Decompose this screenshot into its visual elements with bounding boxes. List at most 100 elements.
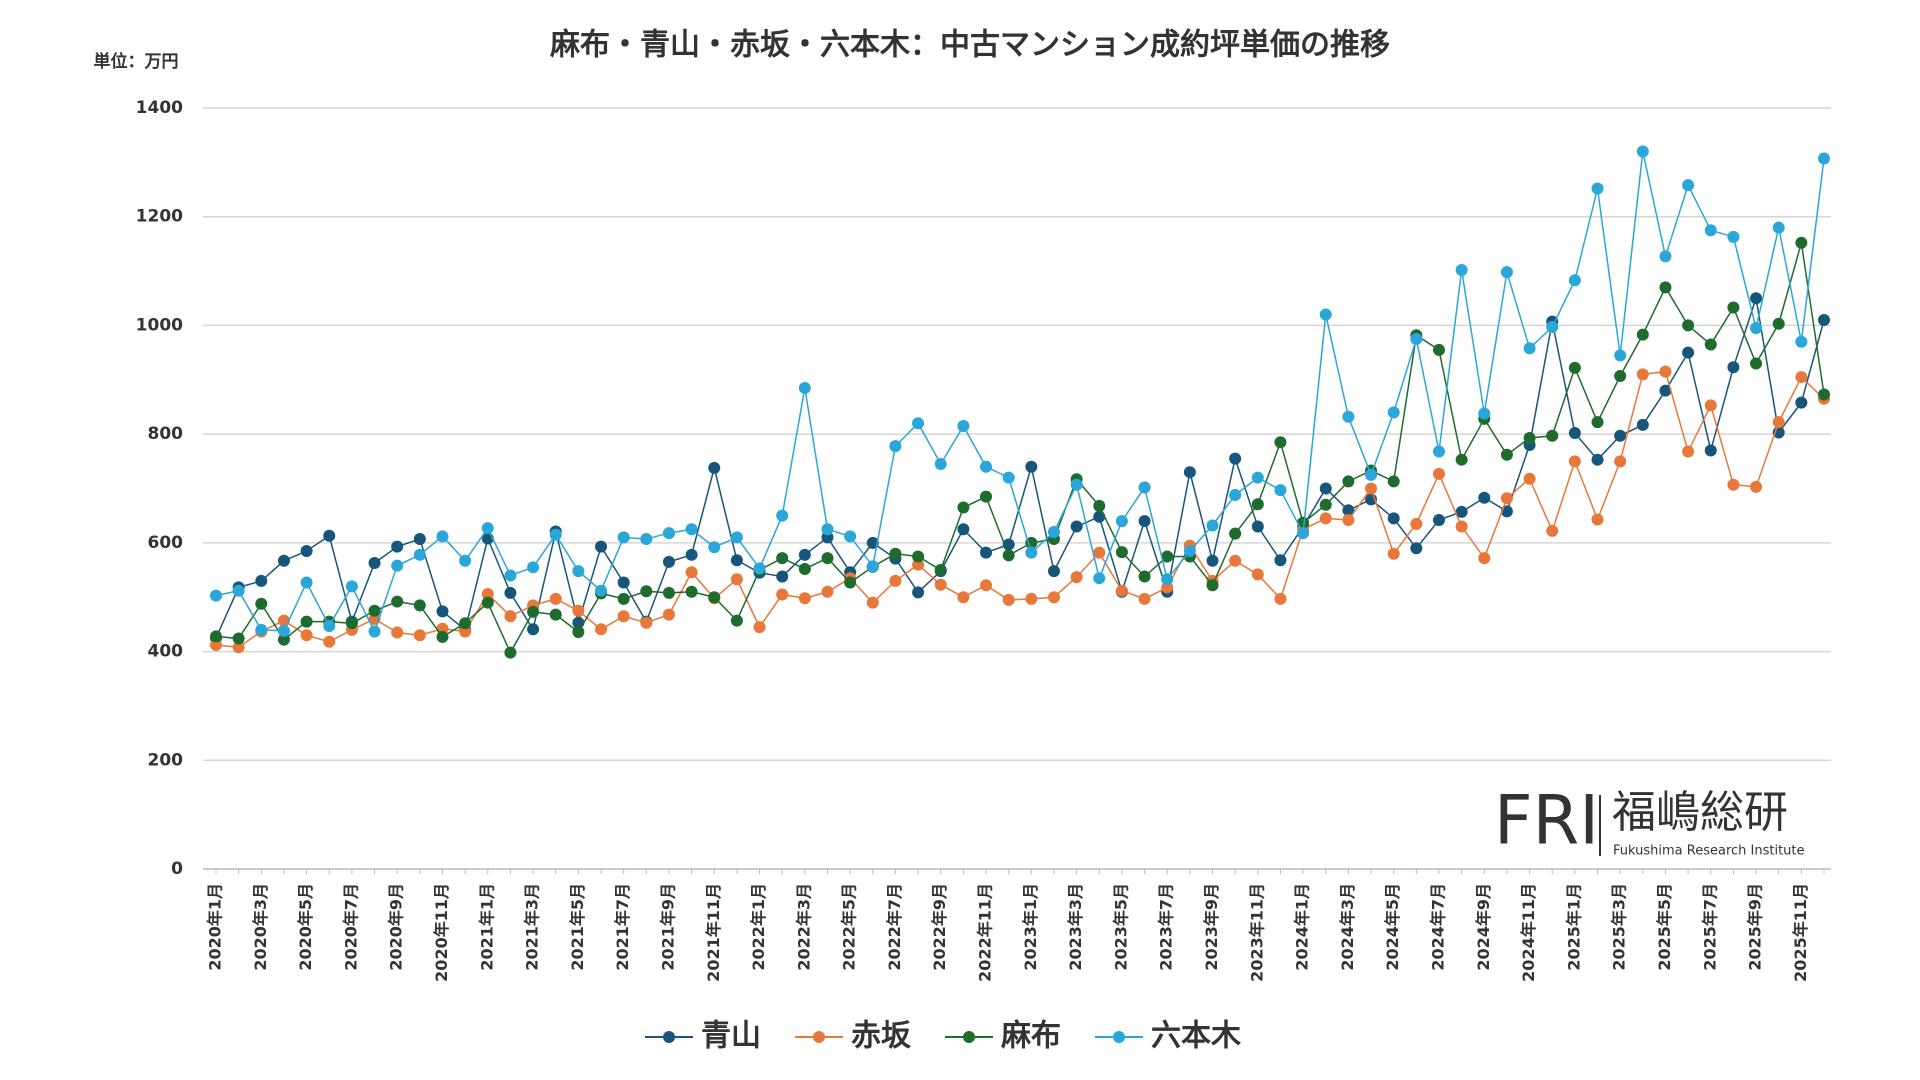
data-point [300,615,313,628]
data-point [1025,460,1038,473]
x-tick-label: 2020年1月 [206,883,225,971]
x-tick-label: 2024年9月 [1474,883,1493,971]
data-point [300,545,313,558]
data-point [889,547,902,560]
data-point [1387,475,1400,488]
data-point [232,632,245,645]
y-tick-label: 0 [171,859,183,879]
data-point [345,617,358,630]
data-point [1682,319,1695,332]
data-point [1070,478,1083,491]
brand-mark: FRI [1494,782,1599,861]
data-point [753,562,766,575]
data-point [685,566,698,579]
data-point [345,580,358,593]
data-point [685,585,698,598]
x-tick-label: 2025年1月 [1564,883,1583,971]
data-point [459,554,472,567]
data-point [1138,481,1151,494]
x-tick-label: 2025年3月 [1610,883,1629,971]
legend-item: 青山 [645,1019,761,1054]
data-point [617,592,630,605]
data-point [1546,524,1559,537]
data-point [1727,301,1740,314]
data-point [1818,152,1830,165]
data-point [1500,266,1513,279]
data-point [368,625,381,638]
x-tick-label: 2024年3月 [1338,883,1357,971]
data-point [1614,369,1627,382]
x-tick-label: 2025年9月 [1746,883,1765,971]
data-point [821,552,834,565]
data-point [368,604,381,617]
data-point [866,536,879,549]
data-point [277,624,290,637]
data-point [730,531,743,544]
data-point [1070,520,1083,533]
x-tick-label: 2020年9月 [387,883,406,971]
data-point [1342,475,1355,488]
data-point [1319,498,1332,511]
data-point [844,530,857,543]
data-point [708,541,721,554]
data-point [1115,546,1128,559]
data-point [210,630,222,643]
data-point [210,639,222,652]
x-tick-label: 2020年7月 [341,883,360,971]
data-point [1025,592,1038,605]
x-tick-label: 2023年11月 [1247,883,1266,982]
data-point [1659,281,1672,294]
data-point [1251,568,1264,581]
data-point [1772,221,1785,234]
data-point [1070,571,1083,584]
data-point [821,523,834,536]
data-point [1093,510,1106,523]
data-point [1138,570,1151,583]
data-point [1093,546,1106,559]
y-tick-label: 600 [148,533,184,553]
data-point [1750,322,1763,335]
data-point [1727,230,1740,243]
data-point [1500,505,1513,518]
x-tick-label: 2022年7月 [885,883,904,971]
data-point [323,529,336,542]
data-point [617,576,630,589]
data-point [1614,455,1627,468]
data-point [527,605,540,618]
legend-label: 赤坂 [851,1019,911,1054]
x-tick-label: 2022年3月 [794,883,813,971]
legend-item: 六本木 [1095,1019,1241,1054]
data-point [232,584,245,597]
data-point [1342,514,1355,527]
data-point [662,527,675,540]
data-point [1229,489,1242,502]
legend-label: 青山 [701,1019,761,1054]
data-point [391,626,404,639]
data-point [1274,436,1287,449]
data-point [844,576,857,589]
data-point [730,573,743,586]
data-point [776,509,789,522]
data-point [1115,584,1128,597]
data-point [1319,482,1332,495]
data-point [1636,418,1649,431]
data-point [934,564,947,577]
data-point [1636,368,1649,381]
data-point [391,595,404,608]
legend-marker [663,1031,675,1043]
data-point [1750,480,1763,493]
data-point [1387,547,1400,560]
data-point [210,589,222,602]
data-point [1568,274,1581,287]
data-point [595,540,608,553]
data-point [1614,429,1627,442]
data-point [640,533,653,546]
x-tick-label: 2022年5月 [840,883,859,971]
data-point [957,523,970,536]
data-point [912,417,925,430]
data-point [889,574,902,587]
data-point [753,621,766,634]
data-point [934,578,947,591]
data-point [572,604,585,617]
x-tick-label: 2022年1月 [749,883,768,971]
